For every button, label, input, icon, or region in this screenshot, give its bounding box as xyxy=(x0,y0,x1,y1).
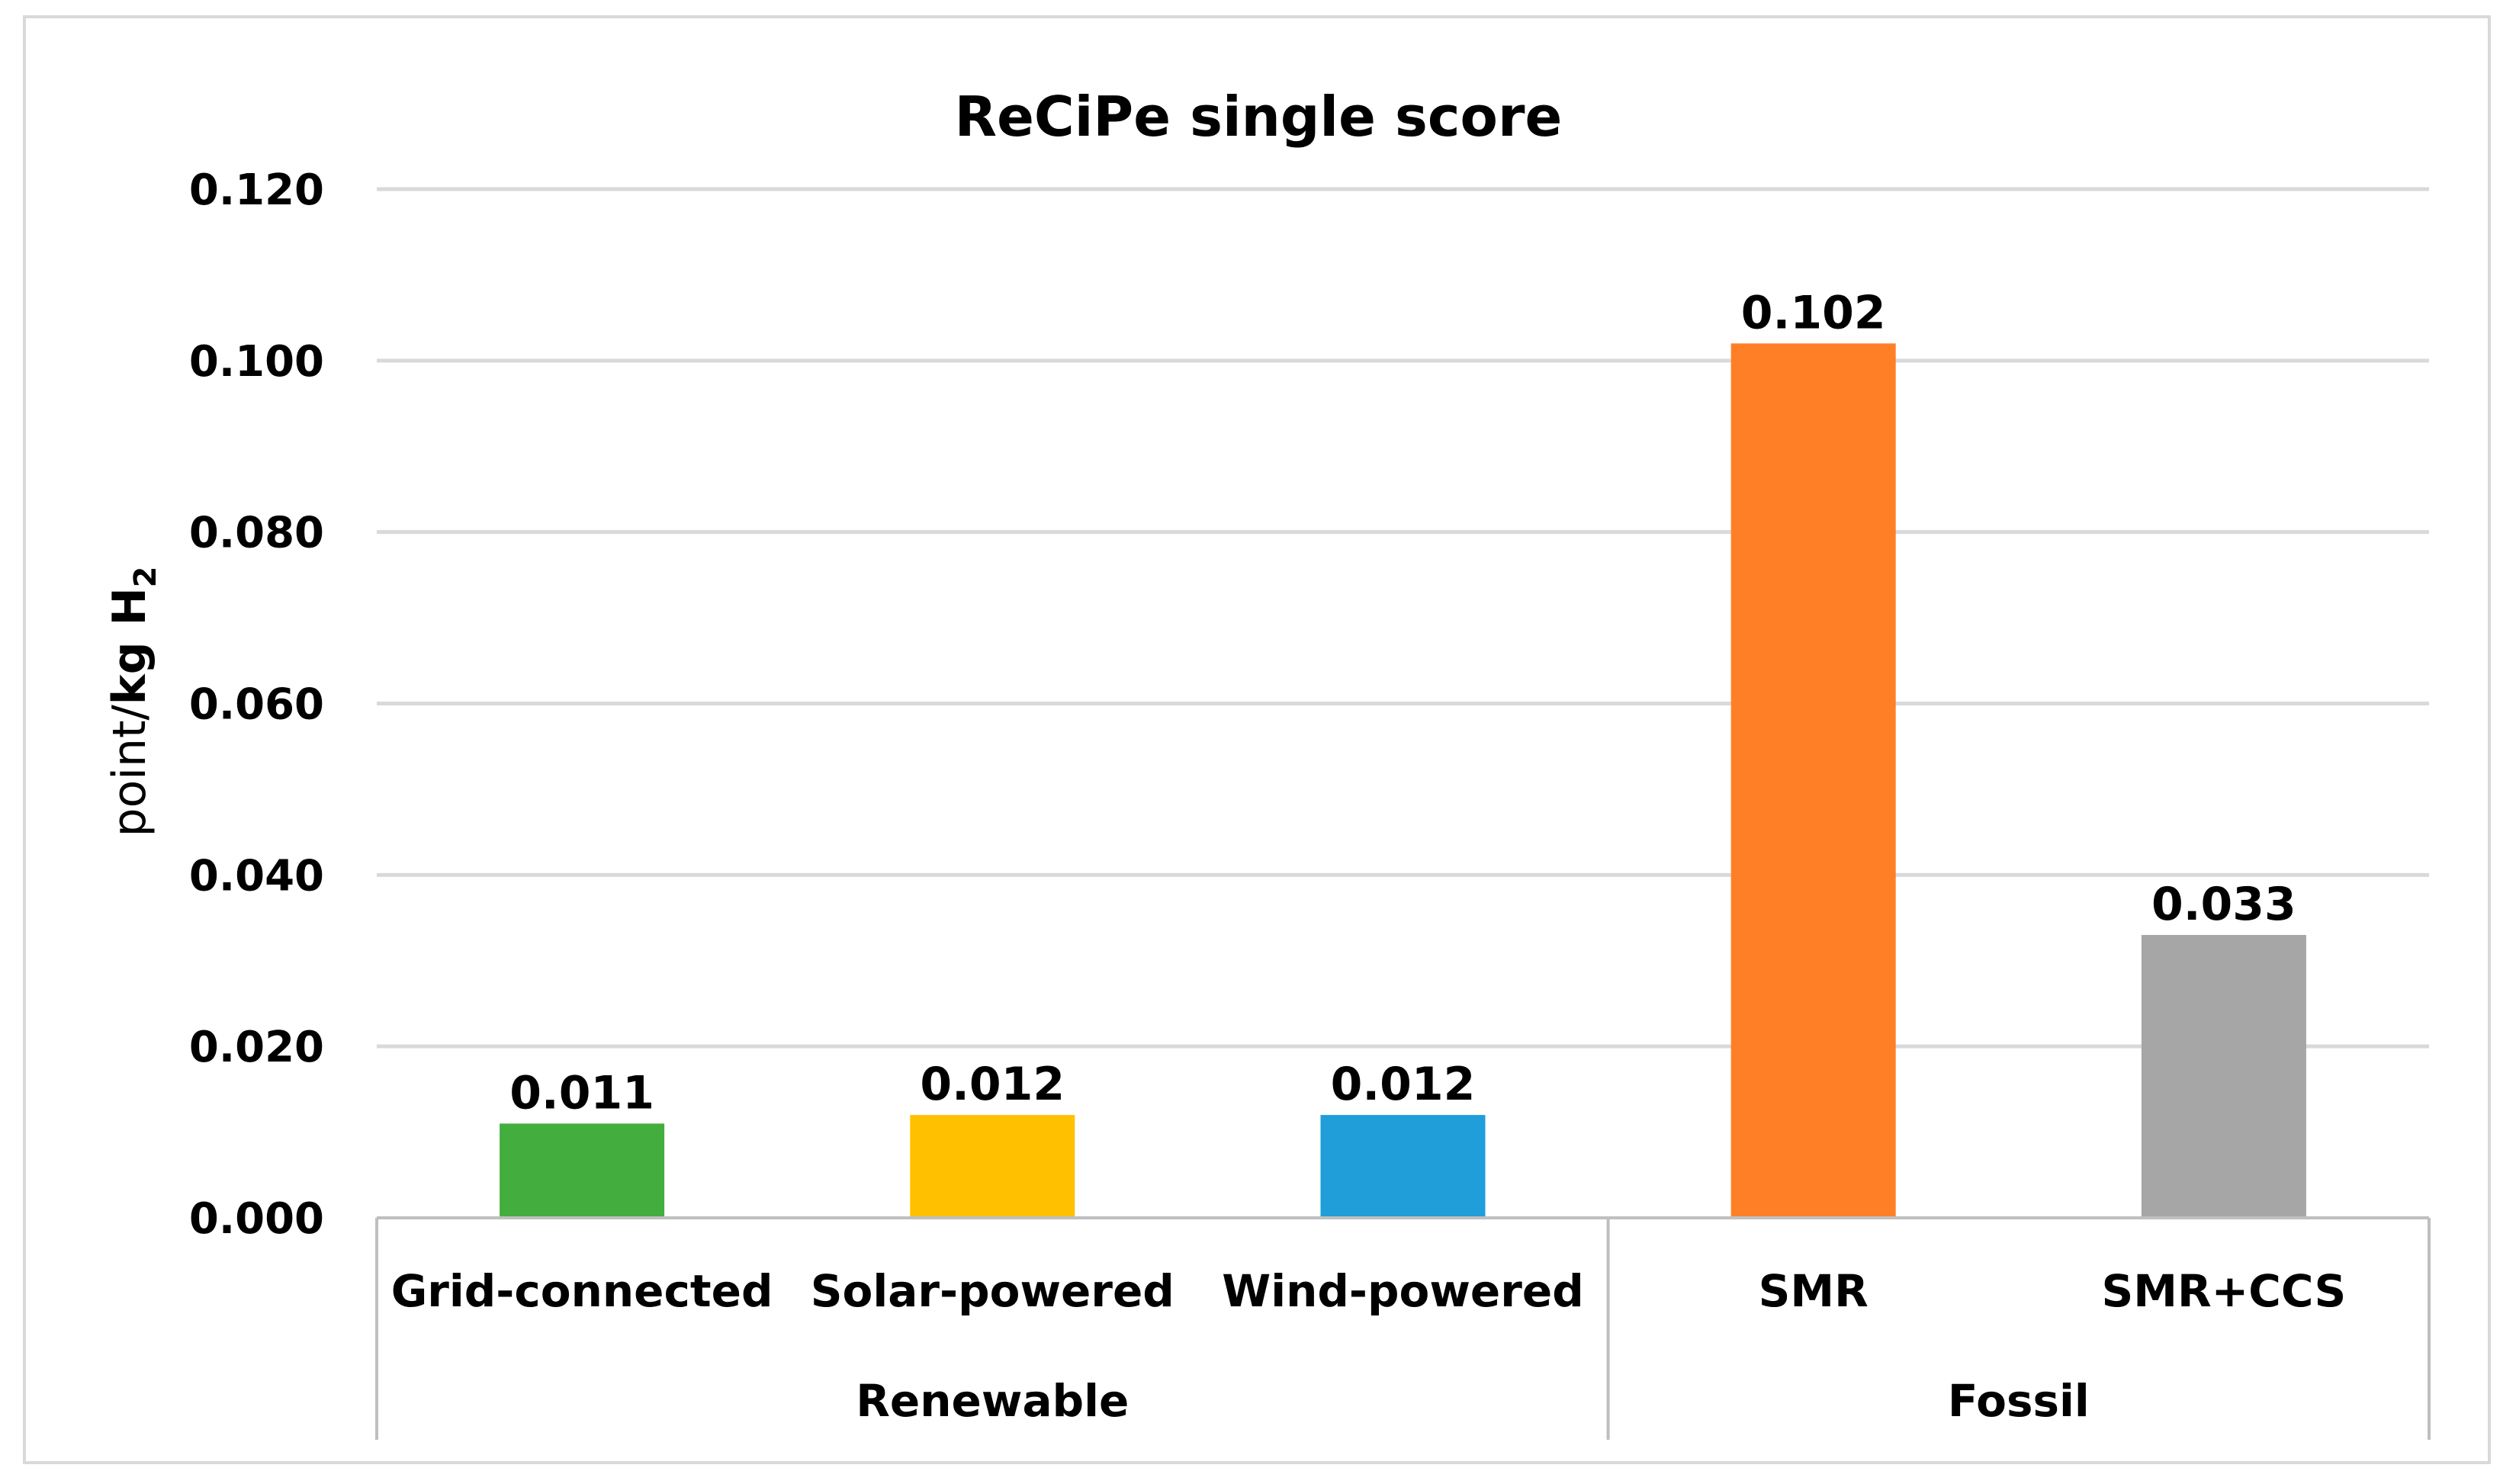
bar-smr-ccs xyxy=(2141,935,2306,1218)
group-label: Renewable xyxy=(856,1375,1129,1427)
category-label: Wind-powered xyxy=(1222,1265,1583,1317)
category-label: Solar-powered xyxy=(811,1265,1174,1317)
bar-grid-connected xyxy=(500,1123,665,1218)
y-tick-label: 0.120 xyxy=(189,165,324,215)
value-label: 0.102 xyxy=(1741,286,1886,339)
y-axis-label-subscript: 2 xyxy=(128,566,163,587)
group-label: Fossil xyxy=(1948,1375,2090,1427)
bars xyxy=(500,343,2306,1219)
value-labels: 0.011 0.012 0.012 0.102 0.033 xyxy=(509,286,2296,1119)
value-label: 0.011 xyxy=(509,1066,654,1119)
group-labels: Renewable Fossil xyxy=(856,1375,2090,1427)
y-tick-label: 0.020 xyxy=(189,1023,324,1072)
category-label: SMR+CCS xyxy=(2102,1265,2347,1317)
value-label: 0.012 xyxy=(920,1058,1065,1111)
y-tick-label: 0.060 xyxy=(189,680,324,730)
bar-wind-powered xyxy=(1320,1115,1486,1218)
category-label: Grid-connected xyxy=(391,1265,773,1317)
chart-title: ReCiPe single score xyxy=(955,85,1563,149)
y-axis-label-prefix: point/ xyxy=(103,705,156,837)
y-tick-label: 0.040 xyxy=(189,851,324,901)
bar-solar-powered xyxy=(910,1115,1075,1218)
y-axis-label: point/kg H2 xyxy=(103,566,163,837)
value-label: 0.012 xyxy=(1331,1058,1476,1111)
y-axis-ticks: 0.000 0.020 0.040 0.060 0.080 0.100 0.120 xyxy=(189,165,324,1244)
category-labels: Grid-connected Solar-powered Wind-powered S… xyxy=(391,1265,2347,1317)
y-tick-label: 0.100 xyxy=(189,337,324,387)
chart-frame xyxy=(23,15,2491,1464)
category-label: SMR xyxy=(1759,1265,1869,1317)
y-tick-label: 0.080 xyxy=(189,509,324,558)
y-tick-label: 0.000 xyxy=(189,1194,324,1244)
x-axis xyxy=(375,1216,2431,1440)
gridlines xyxy=(377,187,2429,1049)
value-label: 0.033 xyxy=(2151,878,2296,931)
bar-smr xyxy=(1730,343,1896,1219)
y-axis-label-main: kg H xyxy=(103,587,156,705)
